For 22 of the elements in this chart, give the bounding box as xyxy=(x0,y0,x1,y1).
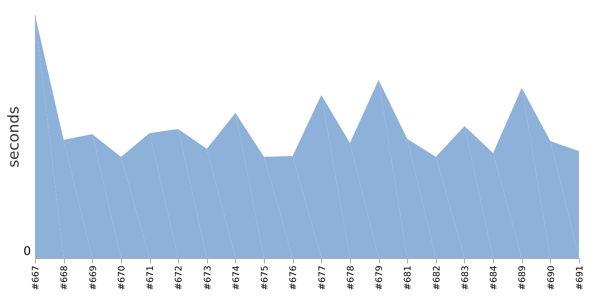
x-tick-label: #682 xyxy=(432,266,442,290)
x-tick-label: #677 xyxy=(318,266,328,290)
x-tick-label: #683 xyxy=(460,266,471,290)
x-tick-label: #675 xyxy=(260,266,271,290)
x-tick-label: #668 xyxy=(60,265,70,290)
x-tick-label: #690 xyxy=(546,265,557,290)
x-tick-label: #676 xyxy=(289,265,300,290)
x-tick-label: #674 xyxy=(232,265,242,290)
x-tick-label: #681 xyxy=(404,266,414,290)
x-tick-label: #667 xyxy=(32,266,42,290)
x-tick-label: #670 xyxy=(117,265,128,290)
x-tick-label: #669 xyxy=(88,265,99,290)
text: 0 xyxy=(23,244,31,258)
x-tick-label: #679 xyxy=(375,265,386,290)
x-tick-label: #689 xyxy=(518,265,528,290)
x-tick-label: #678 xyxy=(346,265,356,290)
x-tick-label: #684 xyxy=(490,265,500,290)
y-axis-title: seconds xyxy=(4,106,22,168)
x-tick-label: #671 xyxy=(146,266,156,290)
x-tick-label: #691 xyxy=(576,266,586,290)
x-tick-label: #673 xyxy=(203,266,214,290)
x-tick-label: #672 xyxy=(174,266,185,290)
